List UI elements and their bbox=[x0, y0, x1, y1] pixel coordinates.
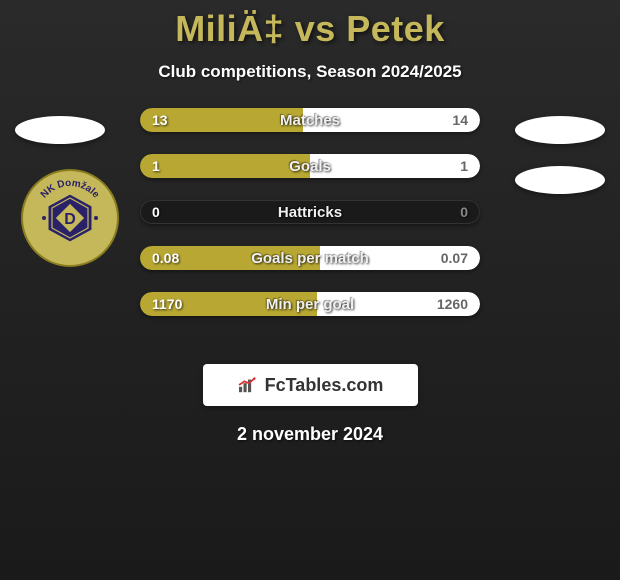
page-title: MiliÄ‡ vs Petek bbox=[0, 0, 620, 50]
stat-label: Matches bbox=[140, 112, 480, 129]
club-right-placeholder-oval bbox=[515, 166, 605, 194]
page-subtitle: Club competitions, Season 2024/2025 bbox=[0, 62, 620, 82]
stat-label: Goals per match bbox=[140, 250, 480, 267]
club-left-badge: NK Domžale D bbox=[20, 168, 120, 268]
stat-bars-container: 1314Matches 11Goals 00Hattricks 0.080.07Goa… bbox=[140, 108, 480, 338]
player-right-placeholder-oval bbox=[515, 116, 605, 144]
fctables-logo[interactable]: FcTables.com bbox=[203, 364, 418, 406]
stat-label: Goals bbox=[140, 158, 480, 175]
footer-logo-text: FcTables.com bbox=[265, 375, 384, 396]
stat-bar: 00Hattricks bbox=[140, 200, 480, 224]
stat-bar: 11701260Min per goal bbox=[140, 292, 480, 316]
comparison-arena: NK Domžale D 1314Matches 11Goals 00Hattric… bbox=[0, 108, 620, 358]
stat-label: Hattricks bbox=[140, 204, 480, 221]
club-badge-icon: NK Domžale D bbox=[20, 168, 120, 268]
stat-label: Min per goal bbox=[140, 296, 480, 313]
chart-icon bbox=[237, 376, 259, 394]
stat-bar: 1314Matches bbox=[140, 108, 480, 132]
footer-date: 2 november 2024 bbox=[0, 424, 620, 445]
club-badge-letter: D bbox=[64, 211, 76, 228]
player-left-placeholder-oval bbox=[15, 116, 105, 144]
stat-bar: 11Goals bbox=[140, 154, 480, 178]
stat-bar: 0.080.07Goals per match bbox=[140, 246, 480, 270]
